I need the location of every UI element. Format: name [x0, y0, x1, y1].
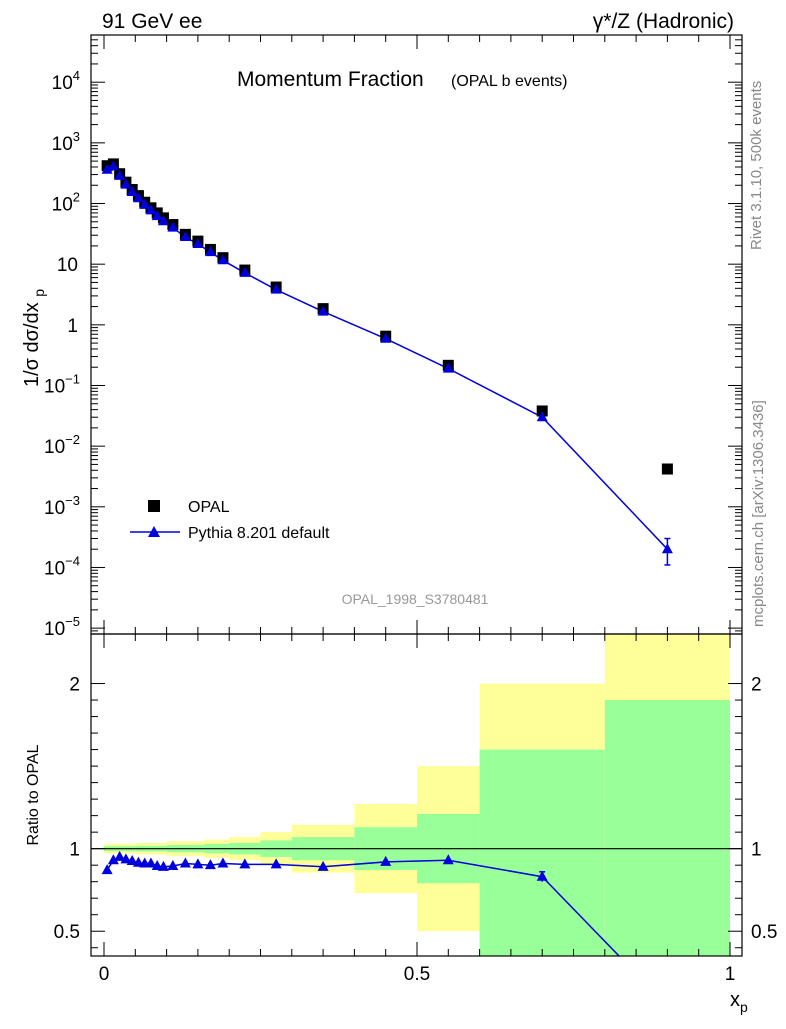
main-y-tick-label: 102	[52, 190, 80, 216]
pythia-point	[239, 266, 251, 277]
pythia-ratio-point	[270, 858, 282, 869]
pythia-point	[126, 185, 138, 196]
ratio-ylabel: Ratio to OPAL	[25, 744, 42, 845]
pythia-point	[217, 254, 229, 265]
pythia-point	[204, 246, 216, 257]
ratio-y-tick-label-left: 1	[69, 840, 80, 861]
ratio-ticks: 0.5 0.5 1 1 2 2	[54, 675, 777, 949]
x-tick-label: 0	[99, 964, 110, 985]
pythia-ratio-point	[145, 857, 157, 868]
main-y-tick-label: 1	[67, 316, 78, 337]
pythia-ratio-point	[442, 854, 454, 865]
pythia-ratio-point	[239, 858, 251, 869]
legend-pythia-label: Pythia 8.201 default	[188, 525, 330, 542]
pythia-ratio-point	[317, 860, 329, 871]
ratio-y-tick-label-left: 2	[69, 675, 80, 696]
pythia-point	[157, 215, 169, 226]
analysis-watermark: OPAL_1998_S3780481	[342, 591, 489, 607]
main-title: Momentum Fraction	[237, 68, 424, 91]
main-ylabel: 1/σ dσ/dx p	[21, 289, 47, 387]
pythia-ratio-point	[126, 855, 138, 866]
pythia-point	[120, 178, 132, 189]
pythia-point	[380, 332, 392, 343]
main-y-tick-label: 104	[52, 68, 80, 94]
header-right-label: γ*/Z (Hadronic)	[593, 10, 734, 33]
pythia-point	[179, 231, 191, 242]
pythia-point	[317, 305, 329, 316]
x-axis-label: xp	[730, 989, 748, 1015]
main-ylabel-text: 1/σ dσ/dx	[21, 302, 43, 387]
pythia-point	[101, 163, 113, 174]
ratio-y-tick-label-left: 0.5	[54, 922, 80, 943]
pythia-point	[139, 198, 151, 209]
pythia-point	[132, 192, 144, 203]
main-y-tick-label: 10−3	[44, 493, 80, 519]
main-y-tick-label: 10	[57, 255, 78, 276]
x-axis-ticks: 0 0.5 1	[99, 35, 736, 985]
x-tick-label: 1	[725, 964, 736, 985]
ratio-y-tick-label-right: 1	[751, 840, 762, 861]
ratio-data-marks	[91, 848, 742, 956]
main-y-tick-label: 10−1	[44, 371, 80, 397]
legend-opal-label: OPAL	[188, 499, 230, 516]
pythia-ratio-point	[217, 857, 229, 868]
main-ylabel-subscript: p	[31, 289, 47, 297]
pythia-point	[151, 210, 163, 221]
main-subtitle: (OPAL b events)	[451, 73, 568, 90]
pythia-ratio-point	[114, 850, 126, 861]
main-y-tick-label: 10−4	[44, 553, 80, 579]
pythia-ratio-point	[107, 854, 119, 865]
opal-point	[536, 405, 548, 417]
mcplots-label: mcplots.cern.ch [arXiv:1306.3436]	[750, 400, 767, 627]
pythia-ratio-point	[101, 864, 113, 875]
legend-pythia-marker	[148, 526, 160, 537]
x-tick-label: 0.5	[404, 964, 430, 985]
ratio-band-green	[479, 749, 605, 956]
pythia-ratio-point	[167, 860, 179, 871]
ratio-y-tick-label-right: 0.5	[751, 922, 777, 943]
pythia-point	[270, 283, 282, 294]
main-y-tick-label: 10−5	[44, 614, 80, 640]
legend-opal-marker	[148, 500, 160, 512]
x-axis-label-subscript: p	[740, 999, 748, 1015]
pythia-ratio-point	[380, 855, 392, 866]
pythia-point	[107, 160, 119, 171]
pythia-main-line	[106, 165, 668, 550]
pythia-point	[536, 411, 548, 422]
main-panel-frame	[90, 34, 743, 635]
pythia-ratio-point	[120, 853, 132, 864]
legend: OPAL Pythia 8.201 default	[130, 499, 330, 542]
pythia-ratio-point	[204, 859, 216, 870]
pythia-point	[661, 543, 673, 554]
opal-point	[661, 463, 673, 475]
ratio-band-green	[604, 700, 730, 956]
pythia-ratio-point	[192, 858, 204, 869]
main-y-tick-label: 10−2	[44, 432, 80, 458]
pythia-point	[192, 238, 204, 249]
main-y-ticks: 10−5 10−4 10−3 10−2 10−1 1 10 102 103 104	[44, 34, 742, 640]
rivet-version-label: Rivet 3.1.10, 500k events	[748, 81, 765, 250]
ratio-y-tick-label-right: 2	[751, 675, 762, 696]
pythia-point	[114, 169, 126, 180]
pythia-point	[442, 362, 454, 373]
main-data-marks	[101, 158, 673, 566]
pythia-point	[145, 204, 157, 215]
pythia-ratio-point	[536, 870, 548, 881]
pythia-ratio-point	[157, 860, 169, 871]
pythia-point	[167, 221, 179, 232]
ratio-uncertainty-bands	[104, 634, 730, 956]
pythia-ratio-point	[179, 857, 191, 868]
main-y-tick-label: 103	[52, 129, 80, 155]
header-left-label: 91 GeV ee	[102, 10, 202, 33]
